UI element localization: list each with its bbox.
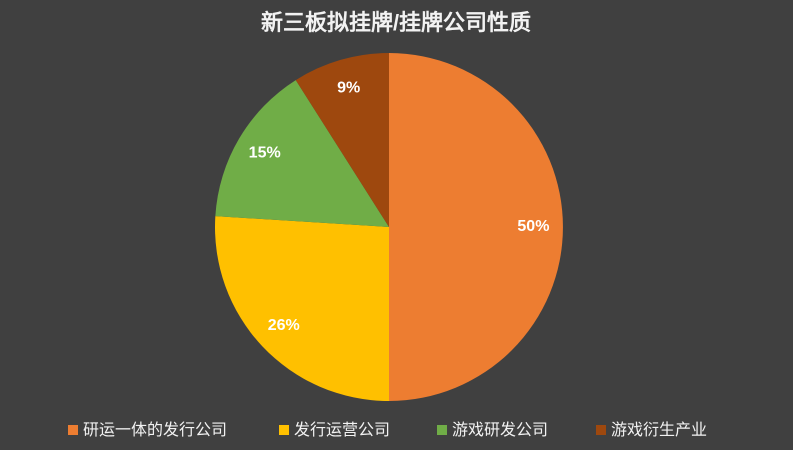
legend-swatch (596, 425, 606, 435)
data-label: 26% (268, 317, 300, 334)
pie-slice (295, 53, 389, 227)
data-label: 15% (249, 145, 281, 162)
legend-label: 发行运营公司 (294, 421, 390, 439)
data-label: 9% (337, 80, 360, 97)
legend-label: 游戏衍生产业 (611, 421, 707, 439)
data-label: 50% (517, 218, 549, 235)
pie-slice (215, 80, 389, 227)
legend-swatch (437, 425, 447, 435)
chart-title: 新三板拟挂牌/挂牌公司性质 (261, 10, 531, 35)
legend-swatch (279, 425, 289, 435)
legend-label: 研运一体的发行公司 (83, 421, 227, 439)
pie-slice (215, 216, 389, 401)
pie-slice (389, 53, 563, 401)
legend-label: 游戏研发公司 (452, 421, 548, 439)
legend-swatch (68, 425, 78, 435)
